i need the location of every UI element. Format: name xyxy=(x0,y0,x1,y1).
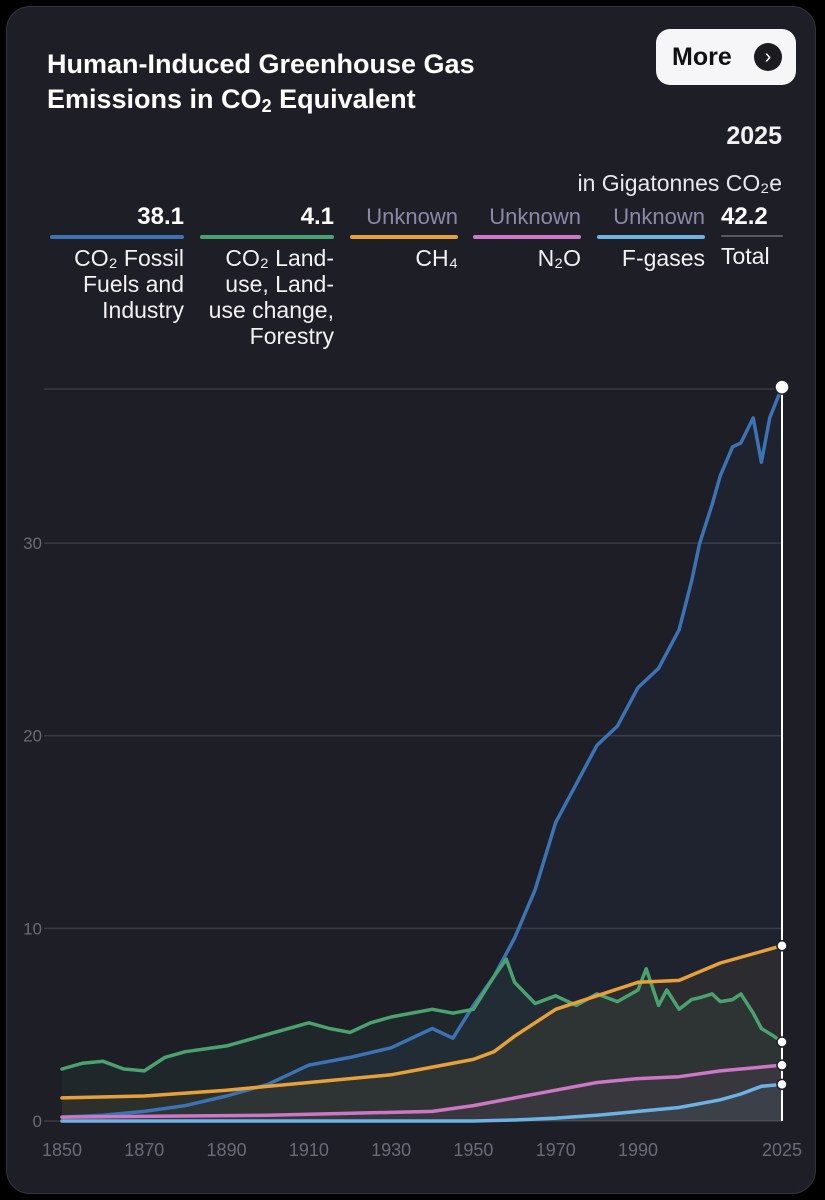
legend-swatch xyxy=(200,235,334,239)
title-subscript: 2 xyxy=(261,96,272,116)
legend-swatch xyxy=(473,235,581,239)
series-line xyxy=(60,957,784,1073)
series-area xyxy=(62,1065,782,1121)
legend-value: 4.1 xyxy=(300,203,334,230)
legend-item-co2-fossil[interactable]: 38.1 CO₂ Fossil Fuels and Industry xyxy=(50,202,184,323)
series-area xyxy=(62,1084,782,1121)
legend-swatch xyxy=(50,235,184,239)
x-tick-label: 2025 xyxy=(762,1140,802,1160)
x-tick-label: 1990 xyxy=(618,1140,658,1160)
legend-value: 38.1 xyxy=(137,203,184,230)
title-line-1: Human-Induced Greenhouse Gas xyxy=(47,49,475,79)
legend-swatch xyxy=(721,235,783,237)
page-title: Human-Induced Greenhouse Gas Emissions i… xyxy=(47,47,607,124)
title-line-2-pre: Emissions in CO xyxy=(47,84,262,114)
series-area xyxy=(62,387,782,1122)
x-tick-label: 1890 xyxy=(207,1140,247,1160)
series-line xyxy=(60,1082,784,1123)
x-tick-label: 1950 xyxy=(453,1140,493,1160)
selected-year: 2025 xyxy=(726,122,782,150)
more-button-label: More xyxy=(672,42,732,71)
legend-label: CO₂ Fossil Fuels and Industry xyxy=(74,245,184,323)
legend-label: CO₂ Land-use, Land-use change, Forestry xyxy=(208,245,334,349)
series-line xyxy=(60,385,784,1119)
series-end-point xyxy=(776,1036,788,1048)
y-tick-label: 20 xyxy=(23,727,42,746)
chevron-right-icon: › xyxy=(754,43,782,71)
legend-value: 42.2 xyxy=(721,203,768,230)
legend-item-n2o[interactable]: Unknown N₂O xyxy=(473,202,581,271)
series-end-point xyxy=(774,379,790,395)
series-line xyxy=(60,1063,784,1119)
legend-item-co2-land-use[interactable]: 4.1 CO₂ Land-use, Land-use change, Fores… xyxy=(200,202,334,349)
x-tick-label: 1930 xyxy=(371,1140,411,1160)
series-end-point xyxy=(776,1078,788,1091)
legend-item-ch4[interactable]: Unknown CH₄ xyxy=(350,202,458,271)
legend-item-f-gases[interactable]: Unknown F-gases xyxy=(597,202,705,271)
y-tick-label: 0 xyxy=(33,1112,42,1131)
legend-value: Unknown xyxy=(366,204,458,229)
y-tick-label: 30 xyxy=(23,534,42,553)
x-tick-label: 1970 xyxy=(536,1140,576,1160)
x-tick-label: 1870 xyxy=(124,1140,164,1160)
title-line-2-post: Equivalent xyxy=(271,84,416,114)
legend-label: CH₄ xyxy=(415,245,458,271)
y-tick-label: 10 xyxy=(23,919,42,938)
x-tick-label: 1850 xyxy=(42,1140,82,1160)
series-line xyxy=(60,943,784,1100)
x-tick-label: 1910 xyxy=(289,1140,329,1160)
legend-label: F-gases xyxy=(621,245,705,271)
more-button[interactable]: More › xyxy=(656,29,796,85)
title-line-2: Emissions in CO2 Equivalent xyxy=(47,82,607,124)
legend-label: Total xyxy=(721,243,770,269)
series-area xyxy=(62,945,782,1121)
legend-value: Unknown xyxy=(613,204,705,229)
unit-label: in Gigatonnes CO₂e xyxy=(577,170,782,196)
legend-swatch xyxy=(350,235,458,239)
legend-swatch xyxy=(597,235,705,239)
chart-card: Human-Induced Greenhouse Gas Emissions i… xyxy=(6,6,816,1194)
legend-item-total: 42.2 Total xyxy=(721,202,783,269)
legend-label: N₂O xyxy=(537,245,581,271)
legend-value: Unknown xyxy=(489,204,581,229)
series-end-point xyxy=(776,1059,788,1071)
series-end-point xyxy=(776,939,788,952)
